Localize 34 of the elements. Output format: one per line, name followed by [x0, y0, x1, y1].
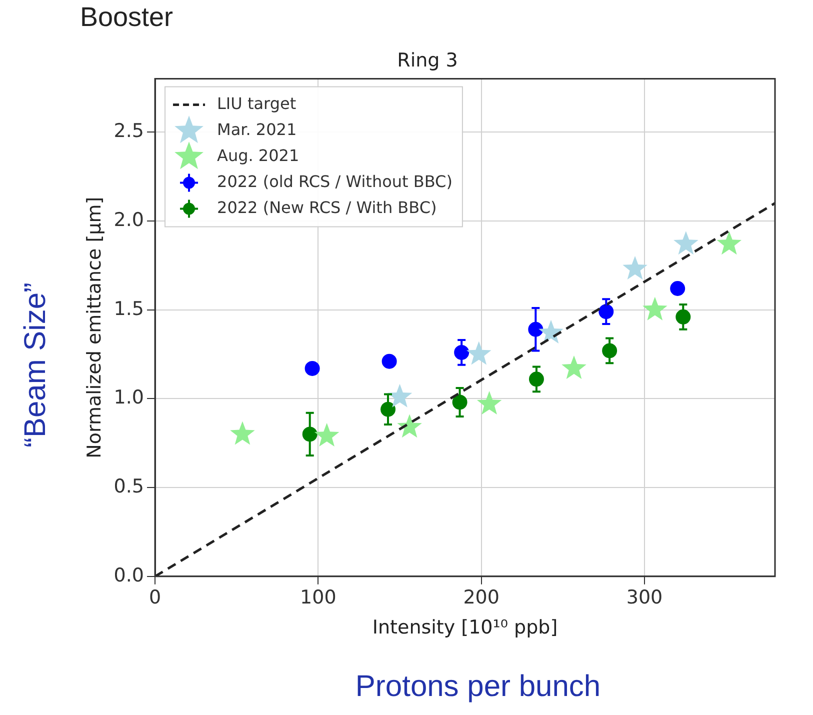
point — [382, 354, 397, 369]
x-tick-label: 300 — [626, 586, 663, 609]
legend-label: Aug. 2021 — [217, 146, 300, 165]
legend-label: 2022 (old RCS / Without BBC) — [217, 172, 452, 191]
text: Protons per bunch — [355, 670, 601, 704]
point — [674, 231, 698, 255]
text: Booster — [80, 2, 174, 33]
legend-label: 2022 (New RCS / With BBC) — [217, 198, 437, 217]
x-axis-title: Intensity [10¹⁰ ppb] — [372, 616, 558, 639]
chart-title: Ring 3 — [397, 49, 458, 72]
y-tick-label: 1.5 — [114, 298, 144, 320]
y-tick-label: 0.0 — [114, 564, 144, 586]
point — [642, 296, 668, 320]
y-tick-label: 1.0 — [114, 386, 144, 409]
legend-label: Mar. 2021 — [217, 120, 297, 139]
y-tick-label: 0.5 — [114, 475, 144, 498]
point — [397, 414, 422, 438]
text: “Beam Size” — [19, 282, 53, 448]
y-tick-label: 2.5 — [114, 120, 144, 142]
point — [304, 360, 320, 376]
x-tick-label: 200 — [463, 586, 500, 609]
point — [230, 421, 255, 445]
x-tick-label: 100 — [300, 586, 336, 609]
legend-label: LIU target — [217, 94, 296, 113]
point — [476, 391, 502, 415]
x-tick-label: 0 — [148, 586, 162, 609]
point — [314, 423, 340, 447]
point — [466, 341, 492, 365]
point — [562, 355, 586, 379]
y-tick-label: 2.0 — [114, 208, 144, 231]
point — [670, 281, 686, 296]
point — [716, 231, 742, 255]
point — [622, 256, 648, 280]
y-axis-title: Normalized emittance [μm] — [83, 196, 106, 458]
